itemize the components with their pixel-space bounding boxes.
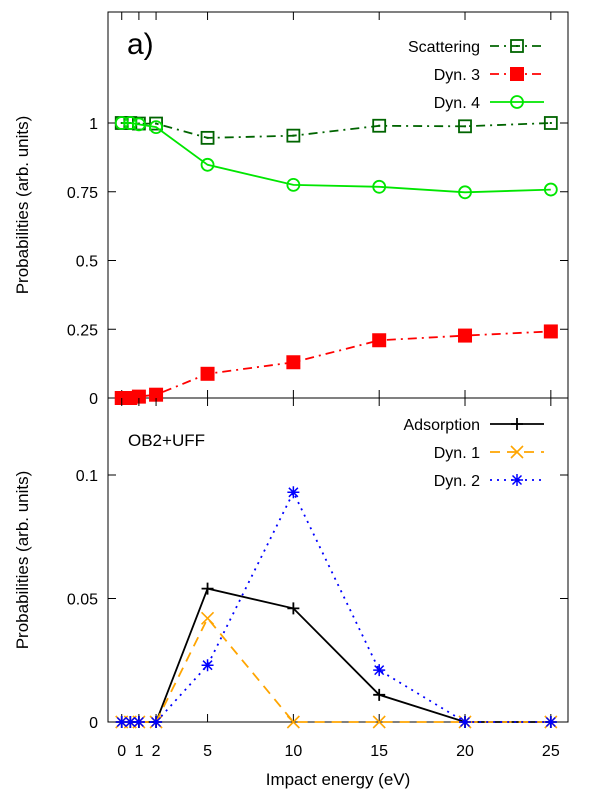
legend-marker-scattering-box bbox=[510, 39, 524, 53]
data-point-dyn-1 bbox=[200, 611, 215, 625]
data-point-dyn-2 bbox=[132, 716, 145, 728]
data-point-scattering-dot bbox=[378, 124, 381, 127]
legend-marker-scattering bbox=[510, 39, 524, 53]
data-point-dyn-4 bbox=[200, 157, 215, 172]
data-point-scattering-box bbox=[286, 128, 301, 143]
x-tick-label: 1 bbox=[134, 743, 143, 760]
data-point-dyn-2 bbox=[115, 716, 128, 728]
data-point-scattering bbox=[200, 130, 215, 145]
data-point-scattering-box bbox=[543, 116, 558, 130]
data-point-dyn-1 bbox=[286, 715, 300, 729]
data-point-dyn-2 bbox=[150, 716, 163, 728]
top-y-tick-label: 0.25 bbox=[67, 322, 98, 339]
data-point-scattering-dot bbox=[549, 122, 552, 124]
data-point-dyn-2 bbox=[459, 716, 472, 728]
data-point-adsorption bbox=[287, 602, 300, 615]
bottom-y-axis-label: Probabilities (arb. units) bbox=[13, 471, 32, 650]
x-tick-label: 15 bbox=[370, 743, 388, 760]
data-point-dyn-4 bbox=[149, 120, 163, 135]
top-y-tick-label: 1 bbox=[89, 116, 98, 133]
data-point-dyn-4 bbox=[114, 116, 129, 130]
data-point-scattering-dot bbox=[206, 136, 209, 139]
data-point-dyn-1 bbox=[372, 715, 386, 729]
top-y-tick-label: 0 bbox=[89, 391, 98, 408]
data-point-dyn-2 bbox=[201, 659, 214, 672]
x-tick-label: 5 bbox=[203, 743, 212, 760]
x-tick-label: 20 bbox=[456, 743, 474, 760]
bottom-y-tick-label: 0.1 bbox=[76, 468, 98, 485]
data-point-dyn-3 bbox=[286, 355, 301, 370]
data-point-dyn-2 bbox=[287, 486, 300, 499]
data-point-dyn-3 bbox=[149, 387, 164, 402]
data-point-scattering bbox=[372, 118, 387, 133]
series-line-dyn-2 bbox=[121, 490, 551, 723]
data-point-dyn-3 bbox=[200, 366, 215, 381]
legend-label-dyn-3: Dyn. 3 bbox=[434, 67, 480, 84]
data-point-dyn-2 bbox=[544, 716, 557, 728]
data-point-scattering-dot bbox=[464, 125, 467, 128]
data-point-scattering-box bbox=[458, 119, 472, 134]
data-point-dyn-4 bbox=[286, 177, 301, 192]
legend-label-scattering: Scattering bbox=[408, 39, 480, 56]
legend-marker-scattering-dot bbox=[516, 45, 518, 47]
data-point-adsorption bbox=[373, 688, 386, 701]
legend-label-dyn-4: Dyn. 4 bbox=[434, 95, 480, 112]
data-point-scattering bbox=[458, 119, 472, 134]
data-point-dyn-4 bbox=[372, 179, 387, 194]
data-point-dyn-3 bbox=[458, 328, 473, 343]
series-line-scattering bbox=[121, 122, 551, 139]
legend-marker-dyn-3 bbox=[510, 67, 524, 81]
data-point-scattering bbox=[543, 116, 558, 130]
legend-label-dyn-1: Dyn. 1 bbox=[434, 445, 480, 462]
x-tick-label: 2 bbox=[152, 743, 161, 760]
data-point-scattering bbox=[286, 128, 301, 143]
series-line-adsorption bbox=[121, 587, 551, 723]
series-line-dyn-3 bbox=[121, 330, 551, 399]
model-annotation: OB2+UFF bbox=[128, 431, 205, 450]
top-y-tick-label: 0.75 bbox=[67, 185, 98, 202]
data-point-scattering-box bbox=[372, 118, 387, 133]
legend-marker-dyn-1 bbox=[510, 445, 524, 459]
data-point-dyn-4 bbox=[123, 116, 138, 130]
legend-label-adsorption: Adsorption bbox=[404, 417, 481, 434]
x-tick-label: 25 bbox=[542, 743, 560, 760]
bottom-y-tick-label: 0 bbox=[89, 715, 98, 732]
panel-label: a) bbox=[127, 28, 154, 61]
bottom-y-tick-label: 0.05 bbox=[67, 592, 98, 609]
data-point-scattering-dot bbox=[292, 134, 295, 137]
legend-marker-adsorption bbox=[511, 418, 523, 430]
legend-marker-dyn-4 bbox=[510, 95, 524, 109]
x-tick-label: 0 bbox=[117, 743, 126, 760]
data-point-dyn-3 bbox=[543, 324, 558, 339]
data-point-scattering-box bbox=[200, 130, 215, 145]
legend-marker-dyn-2 bbox=[511, 474, 523, 486]
data-point-dyn-3 bbox=[372, 333, 387, 348]
data-point-dyn-3 bbox=[131, 389, 146, 404]
x-tick-label: 10 bbox=[284, 743, 302, 760]
plot-frame bbox=[107, 11, 569, 723]
series-line-dyn-4 bbox=[121, 122, 551, 194]
data-point-scattering bbox=[149, 116, 163, 131]
data-point-dyn-4 bbox=[131, 117, 146, 132]
top-y-axis-label: Probabilities (arb. units) bbox=[13, 116, 32, 295]
data-point-scattering-dot bbox=[155, 122, 158, 125]
top-y-tick-label: 0.5 bbox=[76, 254, 98, 271]
series-line-dyn-1 bbox=[121, 616, 551, 723]
data-point-adsorption bbox=[201, 582, 214, 595]
data-point-dyn-2 bbox=[373, 664, 386, 677]
data-point-scattering-box bbox=[149, 116, 163, 131]
data-point-dyn-4 bbox=[458, 185, 472, 200]
data-point-dyn-2 bbox=[124, 716, 137, 728]
data-point-dyn-4 bbox=[543, 182, 558, 197]
legend-label-dyn-2: Dyn. 2 bbox=[434, 473, 480, 490]
x-axis-label: Impact energy (eV) bbox=[266, 770, 411, 789]
